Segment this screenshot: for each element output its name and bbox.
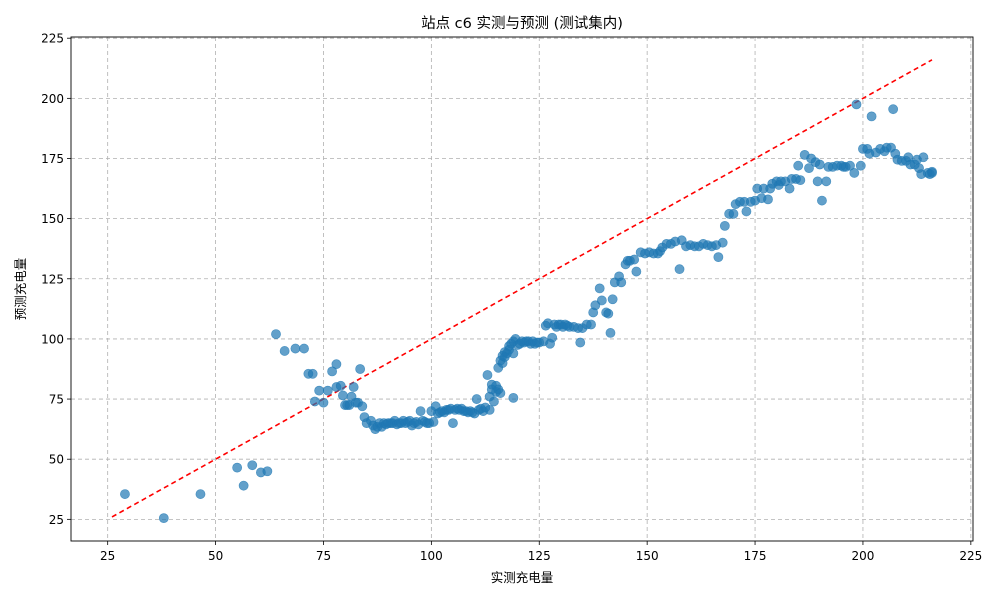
data-point [309, 396, 320, 407]
data-point [508, 348, 519, 359]
y-tick-label: 150 [41, 212, 64, 226]
data-point [471, 394, 482, 404]
data-point [866, 111, 877, 122]
data-points [120, 99, 937, 524]
y-tick-label: 125 [41, 272, 64, 286]
x-tick-label: 150 [636, 549, 659, 563]
y-axis-title: 预测充电量 [13, 258, 28, 321]
data-point [596, 295, 607, 306]
data-point [547, 332, 558, 343]
x-tick-label: 175 [744, 549, 767, 563]
x-tick-label: 50 [208, 549, 223, 563]
data-point [335, 380, 346, 391]
data-point [299, 343, 309, 354]
x-tick-label: 100 [420, 549, 443, 563]
data-point [717, 237, 728, 248]
data-point [849, 168, 860, 178]
axis-ticks: 25 50 75 100 125 150 175 200 225 25 50 75 100 125 150 1… [41, 32, 982, 563]
x-tick-label: 75 [316, 549, 331, 563]
data-point [586, 319, 596, 330]
data-point [629, 254, 640, 265]
data-point [594, 283, 605, 294]
data-point [495, 388, 506, 398]
data-point [482, 370, 493, 380]
data-point [784, 183, 795, 194]
data-point [331, 359, 342, 370]
data-point [318, 397, 329, 408]
x-tick-label: 125 [528, 549, 551, 563]
data-point [605, 328, 616, 338]
data-point [607, 294, 618, 305]
data-point [804, 163, 814, 174]
data-point [290, 343, 301, 354]
data-point [271, 329, 281, 340]
data-point [713, 252, 724, 263]
data-point [674, 264, 685, 275]
data-point [158, 513, 169, 524]
data-point [357, 401, 368, 412]
data-point [741, 206, 752, 217]
y-tick-label: 75 [49, 393, 64, 407]
data-point [888, 104, 899, 115]
data-point [631, 266, 642, 277]
data-point [120, 489, 130, 499]
y-tick-label: 50 [49, 453, 64, 467]
data-point [337, 390, 348, 401]
data-point [795, 175, 806, 186]
x-tick-label: 200 [851, 549, 874, 563]
data-point [327, 366, 338, 377]
data-point [728, 208, 739, 219]
data-point [489, 396, 499, 407]
data-point [603, 308, 614, 319]
data-point [845, 160, 855, 171]
reference-line [111, 59, 933, 518]
x-tick-label: 225 [959, 549, 982, 563]
data-point [322, 385, 333, 396]
data-point [232, 462, 243, 473]
data-point [484, 404, 495, 415]
data-point [927, 168, 937, 178]
data-point [814, 159, 825, 170]
data-point [195, 489, 206, 499]
data-point [279, 346, 290, 356]
plot-frame [70, 36, 974, 542]
data-point [448, 418, 458, 429]
x-axis-title: 实测充电量 [491, 570, 554, 585]
x-tick-label: 25 [100, 549, 115, 563]
data-point [851, 99, 862, 110]
data-point [763, 194, 773, 205]
y-tick-label: 225 [41, 32, 64, 46]
chart-title: 站点 c6 实测与预测 (测试集内) [421, 15, 623, 32]
data-point [616, 277, 627, 288]
data-point [508, 392, 519, 403]
data-point [415, 406, 426, 416]
data-point [355, 364, 366, 374]
data-point [238, 480, 249, 491]
data-point [307, 368, 318, 379]
data-point [918, 152, 929, 163]
data-point [575, 337, 586, 348]
y-tick-label: 25 [49, 513, 64, 527]
data-point [314, 385, 325, 396]
data-point [855, 160, 866, 171]
data-point [817, 195, 827, 206]
y-tick-label: 100 [41, 332, 64, 346]
y-tick-label: 200 [41, 92, 64, 106]
data-point [428, 417, 439, 427]
data-point [719, 220, 730, 231]
data-point [262, 466, 273, 477]
y-tick-label: 175 [41, 152, 64, 166]
data-point [812, 176, 823, 187]
data-point [821, 176, 832, 187]
data-point [348, 382, 359, 392]
data-point [247, 460, 258, 471]
data-point [793, 160, 804, 171]
